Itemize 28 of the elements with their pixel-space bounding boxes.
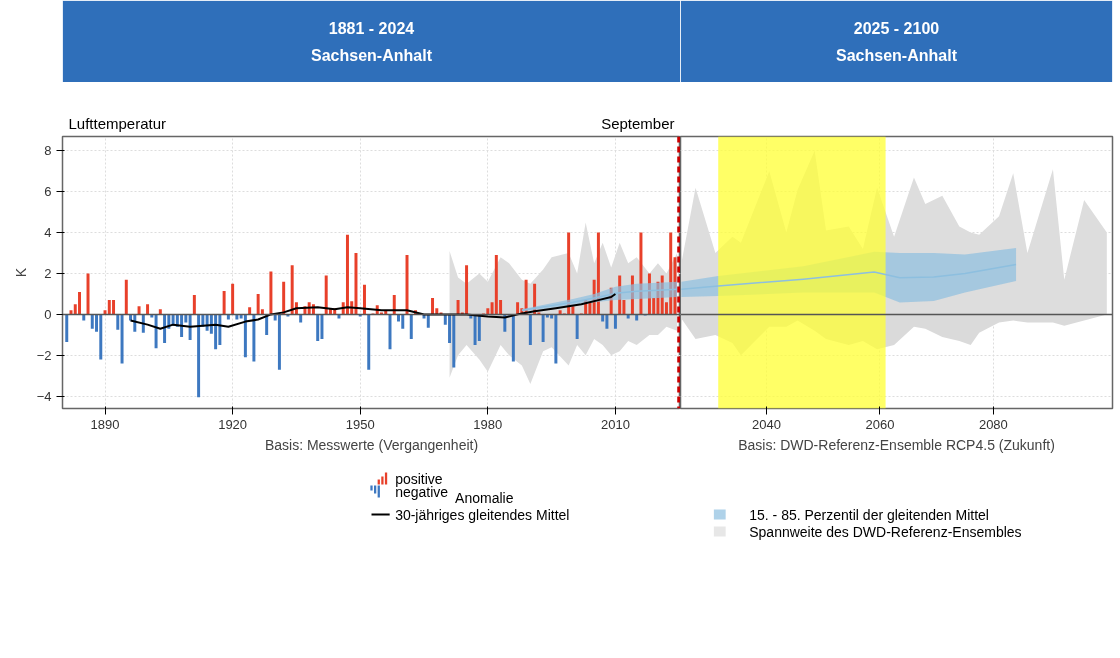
x-tick-label: 2060 xyxy=(865,416,895,432)
x-axis-title: Basis: DWD-Referenz-Ensemble RCP4.5 (Zukunft) xyxy=(738,436,1055,453)
text: Lufttemperatur xyxy=(68,114,167,132)
y-tick-label: 0 xyxy=(44,306,52,322)
x-tick-label: 1950 xyxy=(345,416,375,432)
chart-title: 2025 - 2100 xyxy=(853,19,940,37)
x-tick-label: 2010 xyxy=(600,416,630,432)
y-tick-label: −2 xyxy=(36,347,52,363)
chart-title: 1881 - 2024 xyxy=(328,19,415,37)
x-tick-label: 1890 xyxy=(90,416,120,432)
text: September xyxy=(601,114,675,132)
x-tick-label: 2040 xyxy=(751,416,781,432)
x-tick-label: 1980 xyxy=(473,416,503,432)
legend-title: Anomalie xyxy=(455,489,514,506)
y-tick-label: 8 xyxy=(44,143,52,159)
legend-label: Spannweite des DWD-Referenz-Ensembles xyxy=(749,523,1022,540)
legend-label: 30-jähriges gleitendes Mittel xyxy=(395,506,570,523)
x-axis-title: Basis: Messwerte (Vergangenheit) xyxy=(264,436,479,453)
y-tick-label: 2 xyxy=(44,266,52,282)
chart-subtitle: Sachsen-Anhalt xyxy=(311,46,433,64)
y-tick-label: −4 xyxy=(36,388,52,404)
x-tick-label: 1920 xyxy=(218,416,248,432)
y-axis-title: K xyxy=(12,267,29,278)
chart-subtitle: Sachsen-Anhalt xyxy=(836,46,958,64)
y-tick-label: 4 xyxy=(44,225,52,241)
y-tick-label: 6 xyxy=(44,184,52,200)
legend-label: 15. - 85. Perzentil der gleitenden Mittel xyxy=(749,506,989,523)
x-tick-label: 2080 xyxy=(978,416,1008,432)
